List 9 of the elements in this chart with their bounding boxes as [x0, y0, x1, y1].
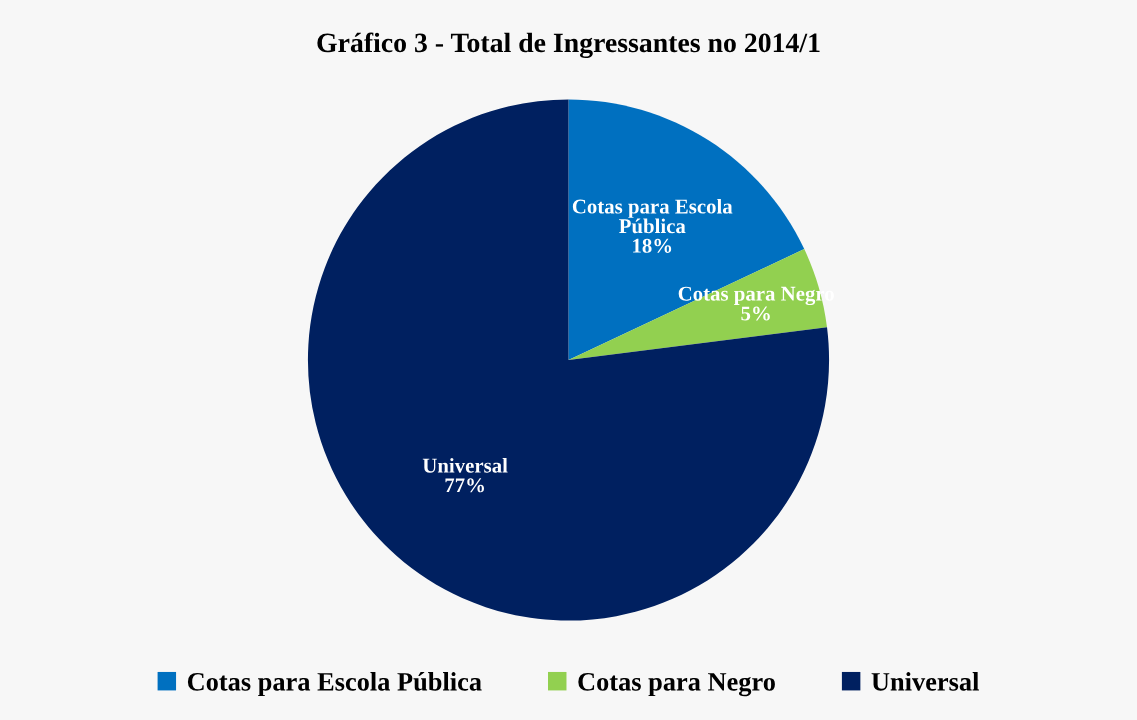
data-label: 77%: [445, 478, 484, 493]
slice-label: Cotas para Escola Pública: [572, 198, 733, 234]
legend-label: Cotas para Negro: [578, 672, 775, 697]
data-label: 18%: [633, 238, 672, 253]
legend-label: Cotas para Escola Pública: [187, 672, 482, 697]
slice-label: Universal: [422, 458, 508, 473]
chart-title: Gráfico 3 - Total de Ingressantes no 2014/1: [317, 32, 820, 59]
legend-label: Universal: [871, 672, 979, 691]
data-label: 5%: [741, 306, 770, 321]
